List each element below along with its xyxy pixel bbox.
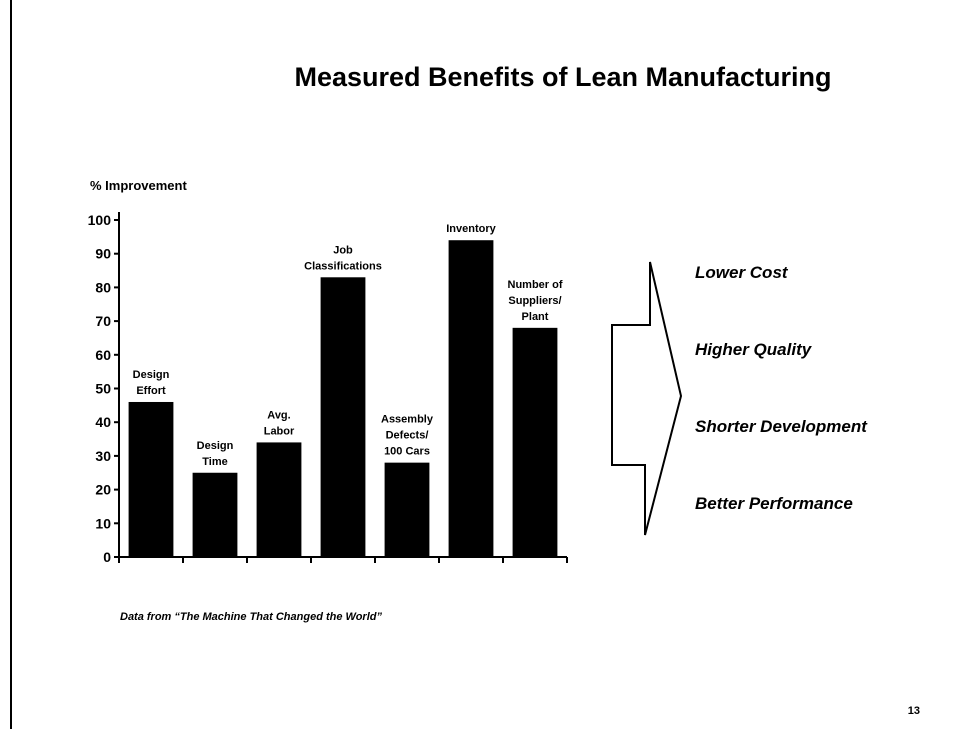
y-tick-label: 70 (95, 313, 111, 329)
bar-category-label: Avg. Labor (264, 409, 295, 437)
y-tick-label: 50 (95, 381, 111, 397)
benefit-label: Lower Cost (695, 263, 789, 282)
page-number: 13 (908, 705, 920, 717)
bar (512, 327, 558, 557)
y-tick-label: 10 (95, 515, 111, 531)
bar-category-label: Assembly Defects/100 Cars (381, 414, 434, 458)
bar-category-label: Job Classifications (304, 244, 382, 272)
arrow (611, 261, 683, 536)
benefit-label: Better Performance (695, 494, 853, 513)
bar (320, 277, 366, 557)
bar-category-label: Number of Suppliers/Plant (508, 279, 563, 323)
bar (192, 472, 238, 557)
y-tick-label: 30 (95, 448, 111, 464)
benefit-label: Shorter Development (695, 417, 868, 436)
y-tick-label: 0 (103, 549, 111, 565)
bar (448, 240, 494, 557)
bar-category-label: Design Time (197, 440, 234, 468)
bar (128, 401, 174, 557)
y-tick-label: 100 (88, 212, 112, 228)
chart-title: Measured Benefits of Lean Manufacturing (294, 62, 831, 92)
y-tick-label: 80 (95, 279, 111, 295)
y-tick-label: 90 (95, 246, 111, 262)
bar-category-label: Inventory (446, 223, 496, 235)
y-tick-label: 20 (95, 482, 111, 498)
y-tick-label: 40 (95, 414, 111, 430)
source-note: Data from “The Machine That Changed the … (120, 611, 382, 623)
bar (384, 462, 430, 557)
bar (256, 442, 302, 557)
y-axis-label: % Improvement (90, 178, 187, 193)
benefit-label: Higher Quality (695, 340, 813, 359)
bar-category-label: Design Effort (133, 369, 170, 397)
y-tick-label: 60 (95, 347, 111, 363)
